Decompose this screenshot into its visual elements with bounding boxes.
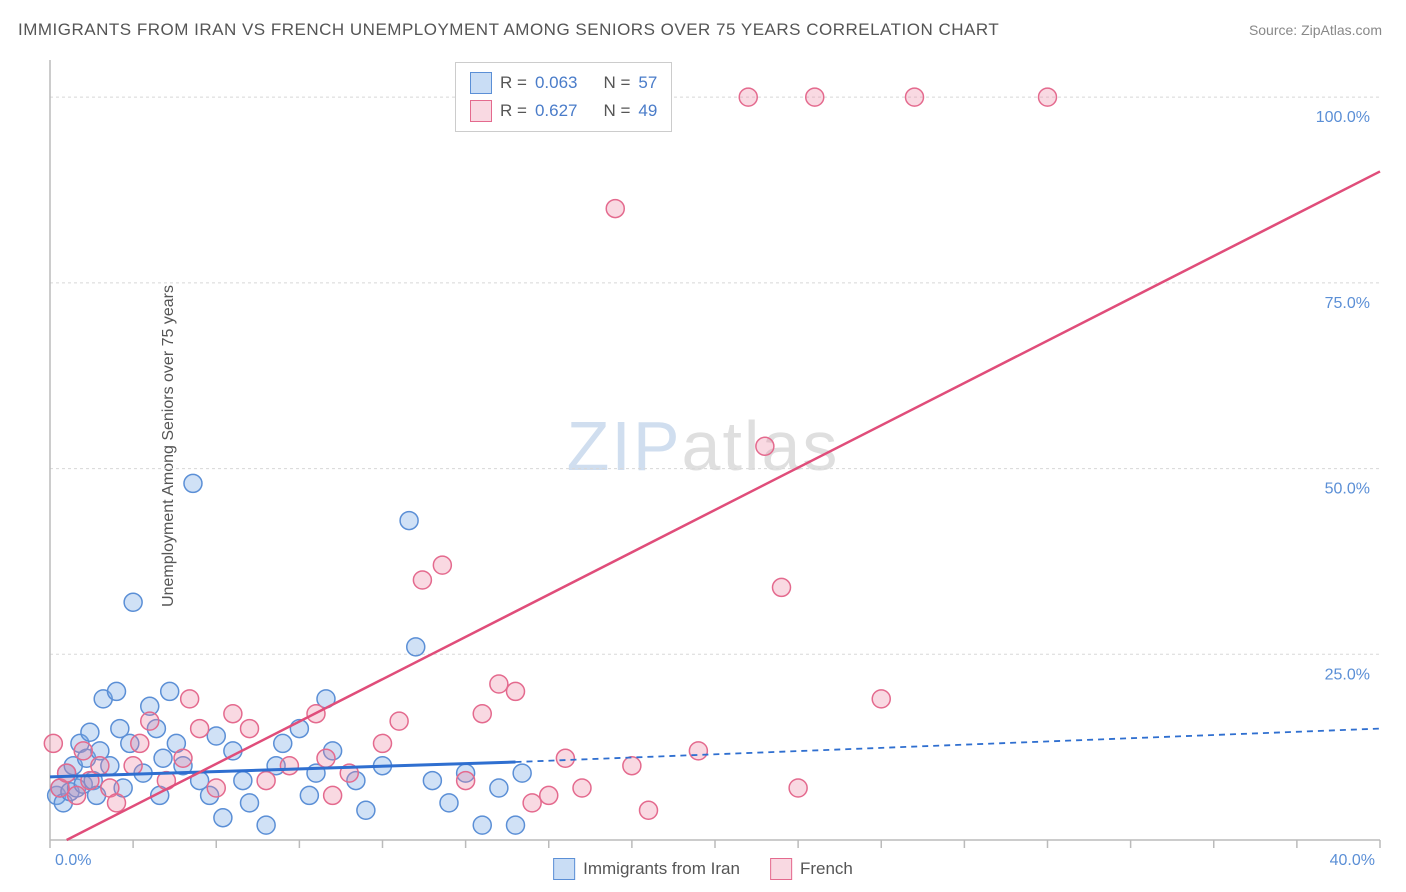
r-label: R = bbox=[500, 101, 527, 121]
x-legend-label-pink: French bbox=[800, 859, 853, 879]
x-legend: Immigrants from Iran French bbox=[553, 858, 853, 880]
legend-row-pink: R = 0.627 N = 49 bbox=[470, 97, 657, 125]
n-value-blue: 57 bbox=[638, 73, 657, 93]
correlation-legend: R = 0.063 N = 57 R = 0.627 N = 49 bbox=[455, 62, 672, 132]
r-label: R = bbox=[500, 73, 527, 93]
svg-text:50.0%: 50.0% bbox=[1325, 481, 1370, 498]
x-legend-label-blue: Immigrants from Iran bbox=[583, 859, 740, 879]
svg-text:25.0%: 25.0% bbox=[1325, 666, 1370, 683]
swatch-pink bbox=[470, 100, 492, 122]
swatch-blue-icon bbox=[553, 858, 575, 880]
n-value-pink: 49 bbox=[638, 101, 657, 121]
svg-text:40.0%: 40.0% bbox=[1330, 852, 1375, 869]
r-value-pink: 0.627 bbox=[535, 101, 578, 121]
x-legend-item-blue: Immigrants from Iran bbox=[553, 858, 740, 880]
n-label: N = bbox=[603, 73, 630, 93]
swatch-blue bbox=[470, 72, 492, 94]
svg-text:100.0%: 100.0% bbox=[1316, 109, 1370, 126]
n-label: N = bbox=[603, 101, 630, 121]
svg-text:0.0%: 0.0% bbox=[55, 852, 91, 869]
swatch-pink-icon bbox=[770, 858, 792, 880]
scatter-plot: 25.0% 50.0% 75.0% 100.0% 0.0% 40.0% bbox=[0, 0, 1406, 892]
legend-row-blue: R = 0.063 N = 57 bbox=[470, 69, 657, 97]
x-legend-item-pink: French bbox=[770, 858, 853, 880]
svg-text:75.0%: 75.0% bbox=[1325, 295, 1370, 312]
r-value-blue: 0.063 bbox=[535, 73, 578, 93]
